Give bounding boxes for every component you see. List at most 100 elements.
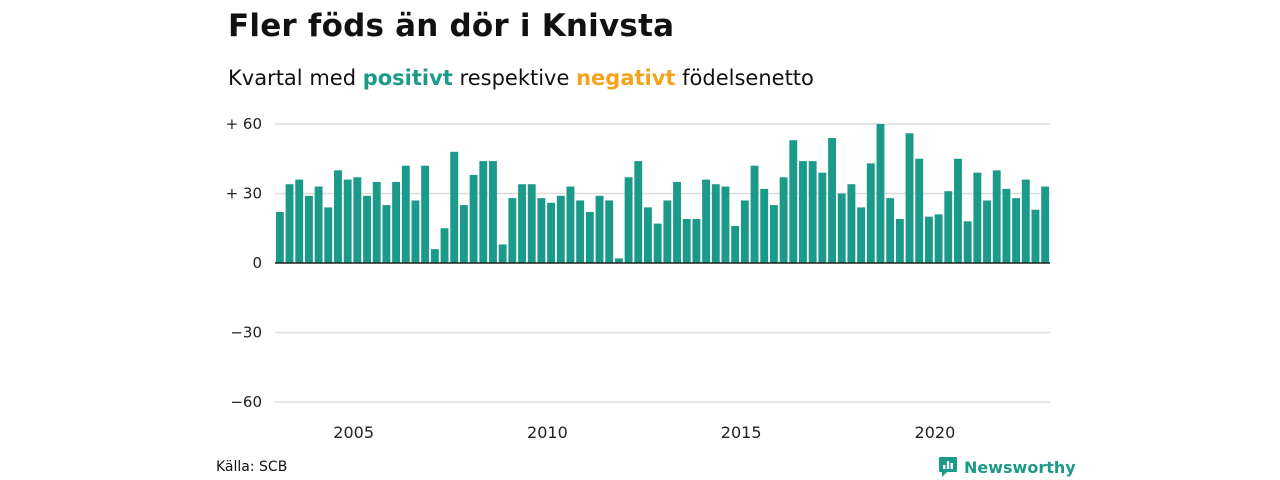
bar [702, 179, 711, 263]
bar [392, 181, 401, 263]
bar [547, 202, 556, 263]
bar [876, 124, 885, 263]
bar [740, 200, 749, 263]
bar [837, 193, 846, 263]
bar [769, 205, 778, 263]
bar [585, 212, 594, 263]
bar [576, 200, 585, 263]
bar [334, 170, 342, 263]
bar [605, 200, 614, 263]
bar [285, 184, 294, 263]
bar [566, 186, 575, 263]
bar [847, 184, 856, 263]
bar [895, 218, 904, 263]
subtitle-middle: respektive [459, 66, 570, 90]
bar [799, 161, 807, 263]
bar [421, 165, 430, 263]
bar [324, 207, 333, 263]
bar [295, 179, 304, 263]
bar [440, 228, 449, 263]
bar [1031, 209, 1040, 263]
brand-label: Newsworthy [964, 457, 1076, 477]
bar [1002, 188, 1011, 263]
bar [731, 225, 740, 263]
bar [518, 184, 526, 263]
bar [1021, 179, 1030, 263]
bar [721, 186, 730, 263]
subtitle-prefix: Kvartal med [228, 66, 357, 90]
bar [663, 200, 672, 263]
bar [363, 195, 371, 263]
bar [634, 161, 643, 263]
bar [808, 161, 817, 263]
bar [750, 165, 759, 263]
bar [372, 181, 381, 263]
newsworthy-icon [939, 457, 957, 477]
bar [760, 188, 769, 263]
bar [789, 140, 798, 263]
bar [915, 158, 924, 263]
bar [973, 172, 982, 263]
bar [992, 170, 1001, 263]
bar [343, 179, 352, 263]
bar [828, 137, 836, 263]
bar [934, 214, 943, 263]
bar [924, 216, 933, 263]
chart-title: Fler föds än dör i Knivsta [228, 8, 675, 44]
bar [595, 195, 604, 263]
subtitle-negative: negativt [576, 66, 676, 90]
bar [537, 198, 546, 263]
bar [644, 207, 652, 263]
bar [401, 165, 410, 263]
bar [469, 174, 478, 263]
bar [304, 195, 313, 263]
bar [857, 207, 866, 263]
bar [382, 205, 391, 263]
bar [479, 161, 488, 263]
y-tick-label: + 30 [226, 185, 262, 203]
bar [498, 244, 507, 263]
bar [459, 205, 468, 263]
y-tick-label: 0 [252, 254, 262, 272]
subtitle-suffix: födelsenetto [682, 66, 814, 90]
y-tick-label: −30 [230, 324, 262, 342]
bar [983, 200, 991, 263]
bar [430, 249, 439, 263]
bar [711, 184, 720, 263]
bar [673, 181, 681, 263]
x-tick-label: 2020 [915, 423, 956, 442]
bar [624, 177, 633, 263]
bar [682, 218, 691, 263]
bar [556, 195, 565, 263]
y-tick-label: −60 [230, 393, 262, 411]
bar [944, 191, 953, 263]
bar [963, 221, 972, 263]
bar [275, 212, 284, 263]
bar [886, 198, 895, 263]
bar [614, 258, 623, 263]
brand-logo: Newsworthy [938, 456, 1076, 478]
bar [314, 186, 323, 263]
x-tick-label: 2010 [527, 423, 568, 442]
bar [1012, 198, 1021, 263]
bar [411, 200, 420, 263]
bar [779, 177, 788, 263]
bar [905, 133, 914, 263]
bar [954, 158, 962, 263]
bar [866, 163, 875, 263]
chart-subtitle: Kvartal med positivt respektive negativt… [228, 66, 814, 90]
bar [450, 151, 459, 263]
bar [818, 172, 827, 263]
bar [527, 184, 536, 263]
bar [653, 223, 662, 263]
source-note: Källa: SCB [216, 459, 288, 475]
bar [1041, 186, 1050, 263]
bar [508, 198, 517, 263]
x-tick-label: 2015 [721, 423, 762, 442]
bar [692, 218, 701, 263]
x-tick-label: 2005 [333, 423, 374, 442]
subtitle-positive: positivt [362, 66, 453, 90]
bar [489, 161, 497, 263]
y-tick-label: + 60 [226, 115, 262, 133]
